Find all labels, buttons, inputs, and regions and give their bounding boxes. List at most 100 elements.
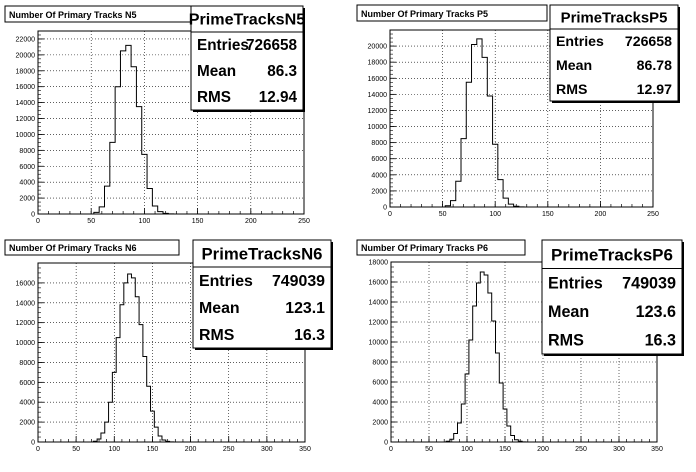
stats-mean-label: Mean [199, 300, 240, 317]
y-tick-label: 4000 [371, 172, 387, 179]
stats-rms-label: RMS [197, 89, 231, 106]
x-tick-label: 200 [245, 218, 257, 225]
title-box [4, 239, 180, 256]
x-tick-label: 100 [139, 218, 151, 225]
x-tick-label: 250 [298, 218, 310, 225]
histogram-line [88, 44, 185, 215]
x-tick-label: 300 [261, 446, 273, 453]
y-tick-label: 14000 [368, 92, 388, 99]
x-tick-label: 50 [72, 446, 80, 453]
stats-name: PrimeTracksP6 [551, 246, 673, 265]
x-tick-label: 150 [192, 218, 204, 225]
stats-entries-value: 726658 [625, 33, 672, 49]
stats-rms-value: 16.3 [294, 327, 325, 344]
y-tick-label: 12000 [369, 320, 389, 327]
stats-mean-value: 86.3 [267, 63, 297, 80]
stats-name: PrimeTracksN5 [189, 11, 305, 29]
x-tick-label: 100 [461, 446, 473, 453]
stats-rms-value: 16.3 [645, 331, 676, 349]
y-tick-label: 4000 [19, 400, 35, 407]
x-tick-label: 50 [439, 211, 447, 218]
y-tick-label: 10000 [369, 340, 389, 347]
y-tick-label: 2000 [19, 420, 35, 427]
y-tick-label: 2000 [19, 196, 35, 203]
stats-entries-label: Entries [197, 37, 249, 54]
y-tick-label: 0 [31, 212, 35, 219]
y-tick-label: 6000 [19, 380, 35, 387]
x-tick-label: 100 [108, 446, 120, 453]
stats-rms-label: RMS [548, 331, 584, 349]
y-tick-label: 18000 [369, 260, 389, 267]
chart-title: Number Of Primary Tracks N5 [9, 10, 137, 20]
y-tick-label: 14000 [16, 100, 36, 107]
y-tick-label: 20000 [368, 44, 388, 51]
y-tick-label: 18000 [16, 68, 36, 75]
stats-box [190, 5, 304, 111]
title-box [356, 4, 548, 22]
x-tick-label: 150 [542, 211, 554, 218]
y-tick-label: 16000 [16, 280, 36, 287]
y-tick-label: 0 [31, 440, 35, 447]
x-tick-label: 350 [299, 446, 311, 453]
histogram-line [439, 38, 535, 208]
x-tick-label: 100 [489, 211, 501, 218]
chart-title: Number Of Primary Tracks P6 [361, 243, 488, 253]
y-tick-label: 16000 [16, 84, 36, 91]
stats-box [549, 4, 679, 102]
stats-name: PrimeTracksN6 [202, 244, 323, 263]
x-tick-label: 0 [389, 446, 393, 453]
y-tick-label: 6000 [371, 156, 387, 163]
stats-name: PrimeTracksP5 [561, 10, 668, 26]
panel-3: 0 50 100 150 200 250 300 350 0 2000 4000 6000 8000 10… [4, 239, 333, 453]
x-tick-label: 50 [425, 446, 433, 453]
y-tick-label: 16000 [368, 76, 388, 83]
stats-mean-label: Mean [556, 57, 592, 73]
x-tick-label: 200 [537, 446, 549, 453]
y-tick-label: 2000 [372, 420, 388, 427]
x-tick-label: 150 [499, 446, 511, 453]
y-tick-label: 16000 [369, 280, 389, 287]
stats-entries-label: Entries [199, 273, 253, 290]
stats-box [192, 239, 332, 349]
y-tick-label: 8000 [19, 148, 35, 155]
y-tick-label: 8000 [371, 140, 387, 147]
y-tick-label: 0 [383, 205, 387, 212]
y-tick-label: 4000 [372, 400, 388, 407]
y-tick-label: 14000 [369, 300, 389, 307]
y-tick-label: 10000 [16, 340, 36, 347]
stats-entries-value: 749039 [622, 274, 676, 292]
stats-mean-value: 123.1 [285, 300, 325, 317]
stats-mean-value: 123.6 [636, 303, 676, 321]
x-tick-label: 200 [595, 211, 607, 218]
title-box [356, 239, 526, 256]
y-tick-label: 10000 [16, 132, 36, 139]
x-tick-label: 50 [87, 218, 95, 225]
histogram-line [89, 273, 178, 443]
x-tick-label: 0 [36, 446, 40, 453]
chart-title: Number Of Primary Tracks N6 [9, 243, 137, 253]
stats-rms-value: 12.94 [259, 89, 298, 106]
y-tick-label: 10000 [368, 124, 388, 131]
stats-entries-label: Entries [548, 274, 603, 292]
x-tick-label: 150 [147, 446, 159, 453]
panel-4: 0 50 100 150 200 250 300 350 0 2000 4000 6000 8000 10… [356, 239, 684, 453]
stats-rms-label: RMS [556, 81, 587, 97]
y-tick-label: 14000 [16, 300, 36, 307]
y-tick-label: 12000 [16, 116, 36, 123]
histogram-line [442, 271, 530, 443]
stats-mean-label: Mean [197, 63, 236, 80]
y-tick-label: 22000 [16, 36, 36, 43]
x-tick-label: 300 [613, 446, 625, 453]
x-tick-label: 250 [223, 446, 235, 453]
stats-entries-value: 726658 [246, 37, 298, 54]
y-tick-label: 20000 [16, 52, 36, 59]
x-tick-label: 350 [651, 446, 663, 453]
y-tick-label: 6000 [19, 164, 35, 171]
y-tick-label: 8000 [372, 360, 388, 367]
x-tick-label: 0 [388, 211, 392, 218]
stats-rms-label: RMS [199, 327, 234, 344]
x-tick-label: 250 [647, 211, 659, 218]
stats-mean-value: 86.78 [637, 57, 672, 73]
panel-2: 0 50 100 150 200 250 0 2000 4000 6000 8000 10000 120… [356, 4, 680, 218]
